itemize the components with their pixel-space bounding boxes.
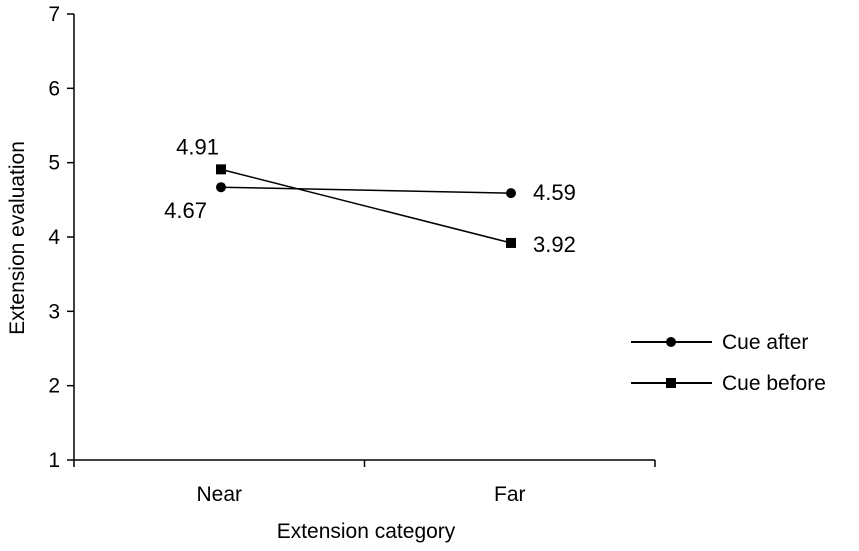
- legend: Cue after Cue before: [631, 331, 826, 395]
- y-tick-label: 2: [48, 375, 60, 398]
- data-label: 4.67: [164, 198, 207, 223]
- data-point-cue-after: [216, 182, 226, 193]
- y-tick-label: 7: [48, 3, 60, 26]
- series-line-cue-before: [220, 168, 512, 244]
- y-axis-title: Extension evaluation: [6, 141, 29, 335]
- legend-label: Cue before: [722, 372, 826, 395]
- legend-marker: [666, 378, 676, 388]
- data-label: 3.92: [533, 232, 576, 257]
- y-tick-label: 5: [48, 152, 60, 175]
- data-label: 4.91: [176, 134, 219, 159]
- y-tick-label: 3: [48, 300, 60, 323]
- legend-marker: [666, 337, 676, 347]
- y-tick-label: 4: [48, 226, 60, 249]
- y-tick-label: 6: [48, 77, 60, 100]
- data-labels: 4.67 4.59 4.91 3.92: [164, 134, 576, 257]
- legend-label: Cue after: [722, 331, 808, 354]
- data-point-cue-before: [216, 164, 226, 175]
- data-point-cue-after: [506, 188, 516, 199]
- x-axis-title: Extension category: [277, 520, 456, 543]
- data-point-cue-before: [506, 237, 516, 248]
- series-line-cue-after: [220, 186, 512, 194]
- y-tick-label: 1: [48, 449, 60, 472]
- data-label: 4.59: [533, 180, 576, 205]
- x-tick-label: Near: [196, 483, 242, 506]
- x-tick-label: Far: [494, 483, 526, 506]
- axes: 1 2 3 4 5 6 7 Near Far: [48, 3, 656, 506]
- series-layer: [216, 164, 516, 248]
